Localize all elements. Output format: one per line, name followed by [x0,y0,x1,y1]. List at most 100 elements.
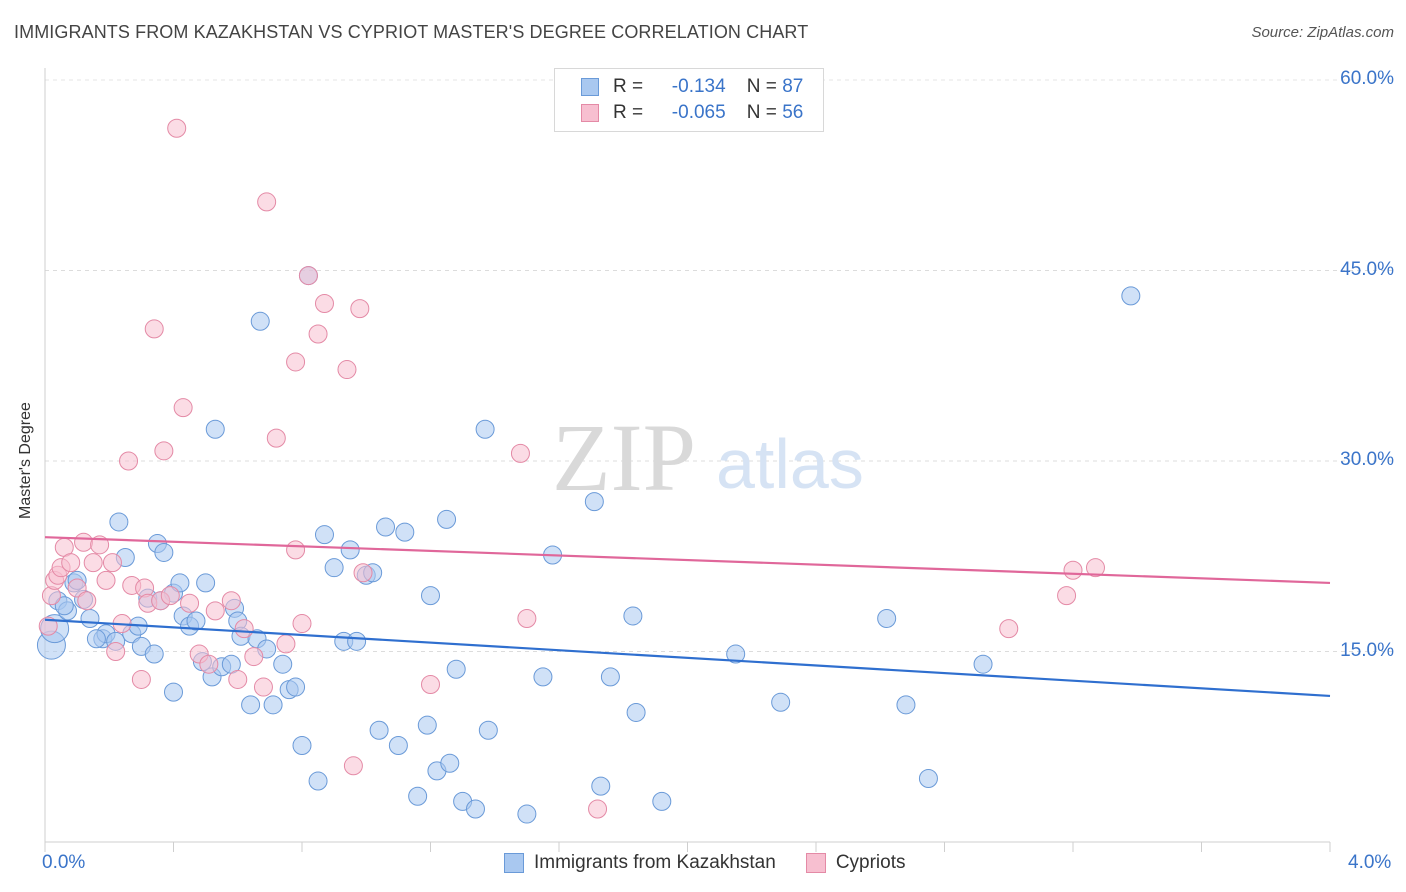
grid-lines [45,79,1394,652]
point-kazakhstan [308,771,328,791]
point-kazakhstan [421,586,440,606]
point-kazakhstan [388,735,408,755]
legend-n-label: N = [746,102,777,123]
point-cypriots [167,118,187,138]
point-kazakhstan [465,799,485,819]
series-cypriots-points [38,118,1105,819]
point-kazakhstan [726,644,746,664]
point-kazakhstan [347,631,367,651]
legend-n-value: 56 [782,102,804,123]
point-cypriots [421,675,440,695]
legend-swatch-cypriots [581,104,599,122]
point-kazakhstan [533,667,553,687]
point-cypriots [154,441,174,461]
y-axis-label: Master's Degree [17,402,34,519]
legend-r-label: R = [613,102,644,123]
legend-n-value: 87 [782,76,804,97]
trend-line-kazakhstan [44,618,1331,698]
point-cypriots [106,642,126,661]
point-kazakhstan [973,654,993,674]
series-kazakhstan-points [36,266,1141,824]
point-kazakhstan [80,608,100,628]
y-tick-label: 45.0% [1340,258,1394,280]
point-cypriots [343,756,363,776]
point-cypriots [131,669,151,689]
point-kazakhstan [205,419,225,439]
point-cypriots [286,352,306,372]
point-kazakhstan [292,735,312,755]
point-cypriots [67,578,87,598]
point-cypriots [517,608,537,628]
point-cypriots [588,799,608,819]
point-kazakhstan [286,677,306,697]
point-kazakhstan [1121,286,1141,306]
stats-legend: R = -0.134 N = 87 R = -0.065 N = 56 [554,68,824,132]
legend-item-kazakhstan[interactable]: Immigrants from Kazakhstan [504,852,776,874]
point-kazakhstan [771,692,791,712]
point-cypriots [337,360,357,380]
point-cypriots [999,619,1019,639]
point-kazakhstan [440,753,460,773]
point-kazakhstan [877,608,897,628]
point-cypriots [205,601,225,621]
point-cypriots [61,553,81,573]
point-kazakhstan [250,311,270,331]
legend-swatch-cypriots [805,853,826,873]
point-kazakhstan [186,611,206,631]
trend-line-cypriots [44,536,1331,585]
point-kazakhstan [584,492,604,512]
point-cypriots [350,299,370,319]
point-cypriots [38,616,58,636]
point-cypriots [221,591,241,611]
watermark: ZIP atlas [552,404,864,511]
point-kazakhstan [600,667,620,687]
point-kazakhstan [164,682,183,702]
point-kazakhstan [314,525,334,545]
point-cypriots [228,669,248,689]
point-cypriots [102,553,122,573]
point-kazakhstan [170,573,190,593]
point-cypriots [83,553,103,573]
point-kazakhstan [446,659,466,679]
point-kazakhstan [340,540,360,560]
point-kazakhstan [591,776,611,796]
point-cypriots [244,647,264,667]
legend-row-cypriots: R = -0.065 N = 56 [581,101,803,125]
point-kazakhstan [86,629,106,649]
point-cypriots [266,428,286,448]
y-axis-label-wrap: Master's Degree [16,402,36,519]
point-cypriots [77,591,97,611]
point-kazakhstan [324,558,344,578]
point-kazakhstan [54,596,74,616]
point-kazakhstan [109,512,129,532]
point-cypriots [1085,558,1105,578]
legend-swatch-kazakhstan [504,853,524,873]
legend-label-cypriots: Cypriots [835,852,906,873]
y-tick-label: 60.0% [1340,68,1394,89]
watermark-atlas: atlas [716,425,864,503]
legend-r-value: -0.065 [671,102,726,123]
point-cypriots [286,540,306,560]
point-cypriots [119,451,139,471]
point-kazakhstan [437,509,457,529]
legend-row-kazakhstan: R = -0.134 N = 87 [581,75,803,99]
point-kazakhstan [408,786,428,806]
point-cypriots [1063,560,1083,580]
point-kazakhstan [623,606,643,626]
point-cypriots [96,570,116,590]
source-credit: Source: ZipAtlas.com [1251,24,1394,41]
chart-title: IMMIGRANTS FROM KAZAKHSTAN VS CYPRIOT MA… [14,22,809,42]
legend-swatch-kazakhstan [581,78,599,96]
trend-lines [44,536,1331,698]
point-kazakhstan [478,720,498,740]
point-cypriots [74,532,94,552]
point-cypriots [144,319,164,339]
point-kazakhstan [273,654,293,674]
point-kazakhstan [196,573,216,593]
point-cypriots [292,614,312,634]
point-kazakhstan [517,804,537,824]
legend-r-label: R = [613,76,644,97]
legend-n-label: N = [746,76,777,97]
legend-item-cypriots[interactable]: Cypriots [805,852,906,874]
